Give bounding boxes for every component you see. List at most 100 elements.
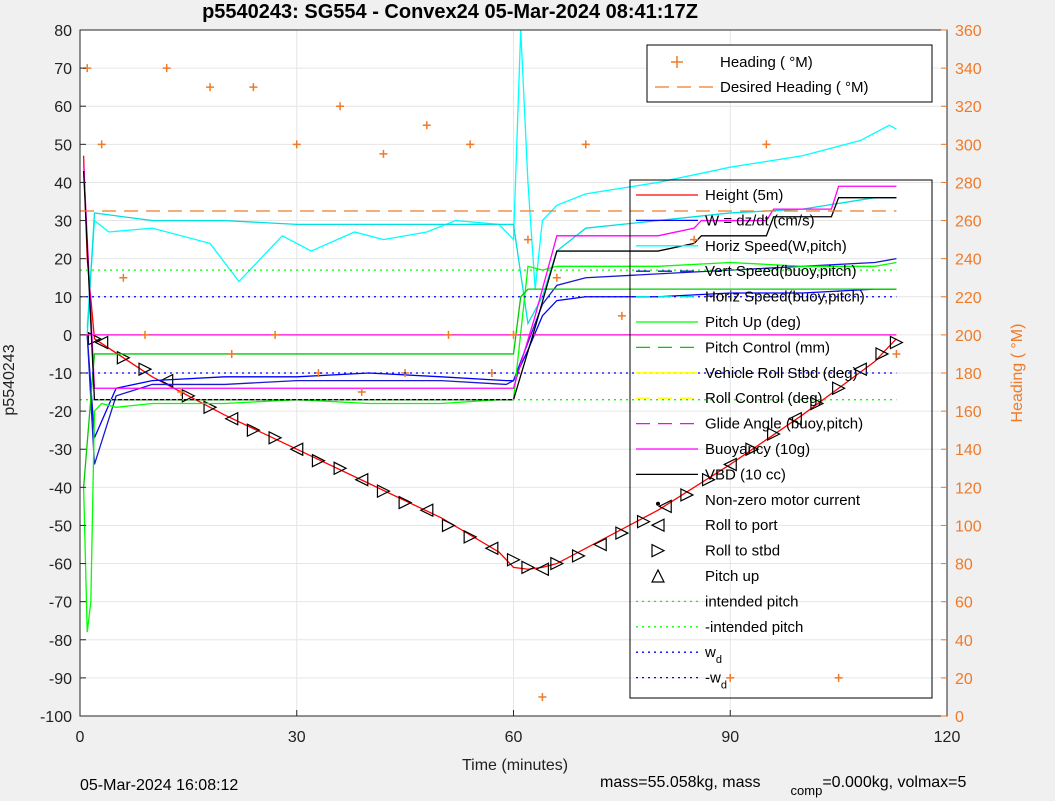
legend-label: Vehicle Roll Stbd (deg) [705,365,858,382]
legend-top: Heading ( °M) Desired Heading ( °M) [646,44,933,103]
legend-label: VBD (10 cc) [705,466,786,483]
footer-mass-sub: comp [791,783,823,798]
legend-marker [651,543,666,558]
data-point [333,461,348,476]
y-tick-label: -60 [49,557,72,574]
data-point [94,335,109,350]
data-point [636,514,651,529]
data-point [745,442,760,457]
data-point [509,330,518,339]
data-point [615,526,630,541]
legend-label: Height (5m) [705,187,783,204]
data-point [398,495,413,510]
data-point [657,499,672,514]
series-height-5m [82,155,897,570]
y-axis-label: p5540243 [1,344,18,415]
right-axis-ticks: 0 20 40 60 80 100 120 140 160 180 200 220 240 260 280 3… [941,23,982,726]
footer-mass-text-1: mass=55.058kg, mass [600,774,761,791]
legend-marker [651,568,665,583]
series-depth-markers [87,331,904,577]
legend-label: Vert Speed(buoy,pitch) [705,263,856,280]
data-point [726,673,735,682]
data-point [834,673,843,682]
data-point [680,487,695,502]
y2-tick-label: 280 [955,175,982,192]
data-point [832,381,846,396]
data-point [141,330,150,339]
y2-tick-label: 320 [955,99,982,116]
y-tick-label: -90 [49,671,72,688]
data-point [376,484,391,499]
legend-label: intended pitch [705,593,798,610]
y-tick-label: 20 [54,252,72,269]
legend-label: Buoyancy (10g) [705,441,810,458]
data-point [138,362,153,377]
data-point [311,453,326,468]
data-point [289,442,304,457]
data-point [292,140,301,149]
legend-label: Heading ( °M) [720,54,813,71]
y-tick-label: -40 [49,480,72,497]
y2-tick-label: 20 [955,671,973,688]
data-point [889,335,904,350]
legend-label: -intended pitch [705,619,803,636]
series-pitch-up-deg [82,261,897,633]
footer-mass-text-2: =0.000kg, volmax=5 [822,774,966,791]
data-point [701,472,716,487]
x-tick-label: 0 [76,729,85,746]
data-point [246,423,261,438]
data-point [787,411,802,426]
legend-top-box [646,44,933,103]
y2-tick-label: 0 [955,709,964,726]
y2-tick-label: 340 [955,61,982,78]
data-point [249,83,258,92]
data-point [466,140,475,149]
data-point [810,396,825,411]
legend-label: Pitch up [705,568,759,585]
y-tick-label: -100 [40,709,72,726]
x-tick-label: 90 [721,729,739,746]
series-horiz-speed-buoy-pitch [86,197,897,335]
y-tick-label: 50 [54,137,72,154]
footer-timestamp: 05-Mar-2024 16:08:12 [80,777,238,794]
data-point [444,330,453,339]
data-point [484,541,499,556]
y2-tick-label: 120 [955,480,982,497]
legend-label: Pitch Up (deg) [705,314,801,331]
data-point [162,64,171,73]
y-tick-label: -10 [49,366,72,383]
y2-tick-label: 300 [955,137,982,154]
data-point [766,427,781,441]
legend-main-box [629,179,933,699]
y-tick-label: 40 [54,175,72,192]
data-point [762,140,771,149]
legend-label: Roll Control (deg) [705,390,823,407]
data-point [379,149,388,158]
y2-axis-label: Heading ( °M) [1009,324,1026,423]
data-point [206,83,215,92]
data-point [354,472,369,487]
data-point [181,388,196,403]
data-point [271,330,280,339]
data-point [268,430,283,445]
data-point [875,346,890,361]
legend-label: W = dz/dt (cm/s) [705,212,815,229]
data-point [422,121,431,130]
y2-tick-label: 260 [955,214,982,231]
data-point [463,529,478,544]
legend-label: Desired Heading ( °M) [720,79,869,96]
x-axis-ticks: 0 30 60 90 120 [76,710,961,746]
data-point [617,311,626,320]
left-axis-ticks: -100-90-80-70-60-50-40-30-20-10010203040… [40,23,86,726]
y2-tick-label: 80 [955,557,973,574]
y-tick-label: 70 [54,61,72,78]
y2-tick-label: 220 [955,290,982,307]
series-vert-speed-buoy-pitch [86,258,897,465]
x-tick-label: 120 [934,729,961,746]
data-point [852,362,867,377]
data-point [336,102,345,111]
x-tick-label: 30 [288,729,306,746]
data-point [224,411,239,426]
series-horiz-speed-w-pitch [86,29,897,328]
y-tick-label: -50 [49,518,72,535]
